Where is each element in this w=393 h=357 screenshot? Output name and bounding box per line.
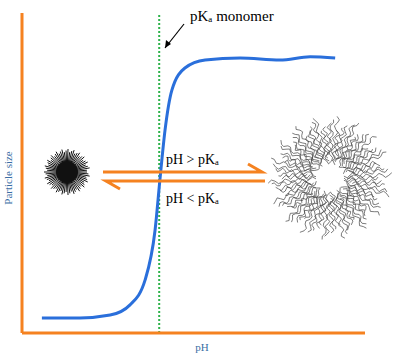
svg-text:Particle size: Particle size xyxy=(2,151,14,205)
svg-text:pKₐ monomer: pKₐ monomer xyxy=(190,8,274,24)
svg-text:pH: pH xyxy=(195,341,209,353)
svg-text:pH > pKₐ: pH > pKₐ xyxy=(166,152,219,167)
svg-text:pH < pKₐ: pH < pKₐ xyxy=(166,191,219,206)
